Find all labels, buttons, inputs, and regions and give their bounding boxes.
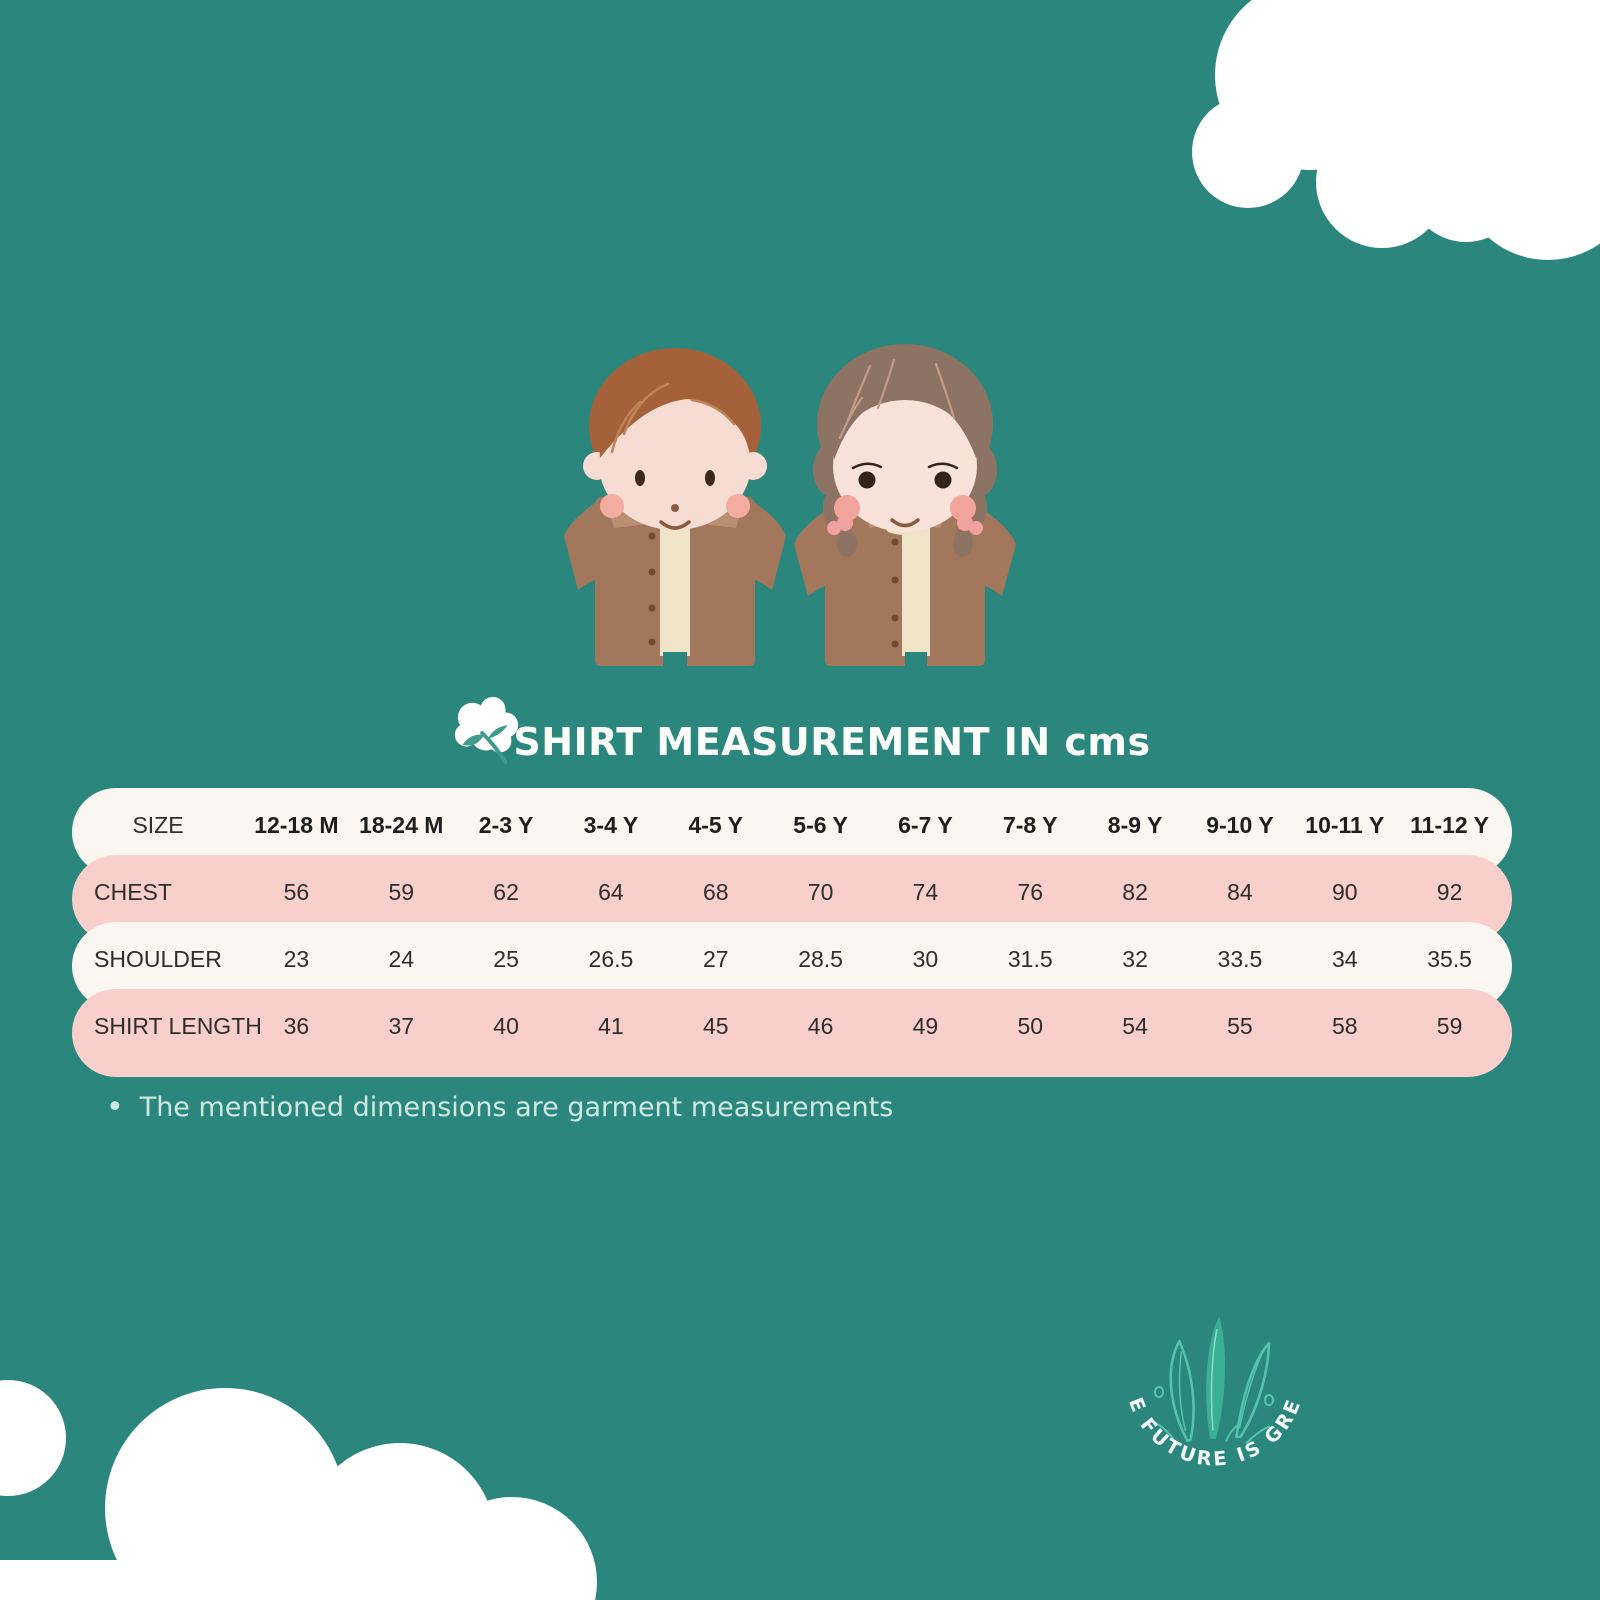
column-header: 9-10 Y — [1206, 811, 1274, 838]
value-cell: 64 — [598, 878, 624, 905]
value-cell: 35.5 — [1427, 945, 1472, 972]
value-cell: 45 — [702, 1012, 729, 1039]
value-cell: 82 — [1122, 878, 1148, 905]
boy-illustration — [564, 348, 786, 668]
row-label: SHOULDER — [94, 945, 222, 972]
value-cell: 70 — [807, 878, 834, 905]
value-cell: 24 — [388, 945, 415, 972]
value-cell: 28.5 — [798, 945, 843, 972]
value-cell: 59 — [1436, 1012, 1463, 1039]
column-header: 3-4 Y — [583, 811, 639, 838]
value-cell: 46 — [807, 1012, 834, 1039]
brand-logo: THE FUTURE IS GREEN — [1096, 1264, 1324, 1505]
value-cell: 92 — [1436, 878, 1463, 905]
cotton-icon — [455, 696, 519, 765]
girl-illustration — [794, 344, 1016, 668]
bullet-dot: • — [106, 1089, 124, 1125]
value-cell: 26.5 — [588, 945, 634, 972]
row-label: SHIRT LENGTH — [94, 1012, 262, 1039]
value-cell: 37 — [388, 1012, 415, 1039]
value-cell: 36 — [283, 1012, 310, 1039]
column-header: 2-3 Y — [478, 811, 534, 838]
column-header: 6-7 Y — [898, 811, 953, 838]
value-cell: 76 — [1017, 878, 1044, 905]
logo-leaves-and-text: THE FUTURE IS GREEN — [1096, 1264, 1306, 1471]
cloud-top-right — [1192, 0, 1600, 260]
column-header: 11-12 Y — [1410, 811, 1490, 838]
value-cell: 62 — [493, 878, 519, 905]
measurement-table: SIZE 12-18 M 18-24 M 2-3 Y 3-4 Y 4-5 Y 5-6 Y 6-… — [72, 788, 1512, 1077]
value-cell: 59 — [388, 878, 415, 905]
value-cell: 74 — [912, 878, 939, 905]
column-header: 4-5 Y — [688, 811, 744, 838]
value-cell: 33.5 — [1217, 945, 1263, 972]
column-header: 5-6 Y — [793, 811, 848, 838]
table-row-shirt-length: SHIRT LENGTH 36 37 40 41 45 46 49 50 54 55 58 59 — [72, 989, 1512, 1077]
logo-curved-text: THE FUTURE IS GREEN — [1106, 1282, 1306, 1471]
note: • The mentioned dimensions are garment m… — [106, 1092, 893, 1123]
value-cell: 54 — [1122, 1012, 1148, 1039]
value-cell: 49 — [912, 1012, 939, 1039]
value-cell: 27 — [702, 945, 729, 972]
column-header: 8-9 Y — [1107, 811, 1163, 838]
cloud-bottom-left — [0, 1380, 597, 1600]
value-cell: 30 — [912, 945, 939, 972]
column-header: 18-24 M — [359, 811, 444, 838]
value-cell: 25 — [493, 945, 519, 972]
page-title: SHIRT MEASUREMENT IN cms — [513, 720, 1151, 764]
value-cell: 32 — [1122, 945, 1148, 972]
column-header: 12-18 M — [254, 811, 339, 838]
column-header: 7-8 Y — [1002, 811, 1058, 838]
value-cell: 41 — [598, 1012, 624, 1039]
value-cell: 55 — [1227, 1012, 1253, 1039]
leaf-sprig-icon — [1153, 1316, 1275, 1447]
note-text: The mentioned dimensions are garment mea… — [139, 1092, 894, 1123]
value-cell: 23 — [283, 945, 310, 972]
row-label: CHEST — [94, 878, 172, 905]
value-cell: 68 — [702, 878, 729, 905]
size-header-label: SIZE — [132, 811, 184, 838]
value-cell: 90 — [1331, 878, 1358, 905]
column-header: 10-11 Y — [1305, 811, 1385, 838]
value-cell: 56 — [283, 878, 310, 905]
value-cell: 50 — [1017, 1012, 1044, 1039]
value-cell: 58 — [1331, 1012, 1358, 1039]
value-cell: 31.5 — [1007, 945, 1053, 972]
table-row-shoulder: SHOULDER 23 24 25 26.5 27 28.5 30 31.5 32 33.5 34 35… — [72, 922, 1512, 1010]
title-bar: SHIRT MEASUREMENT IN cms — [0, 692, 1600, 792]
value-cell: 34 — [1331, 945, 1358, 972]
kids-illustration — [564, 344, 1016, 668]
value-cell: 40 — [493, 1012, 519, 1039]
value-cell: 84 — [1227, 878, 1253, 905]
